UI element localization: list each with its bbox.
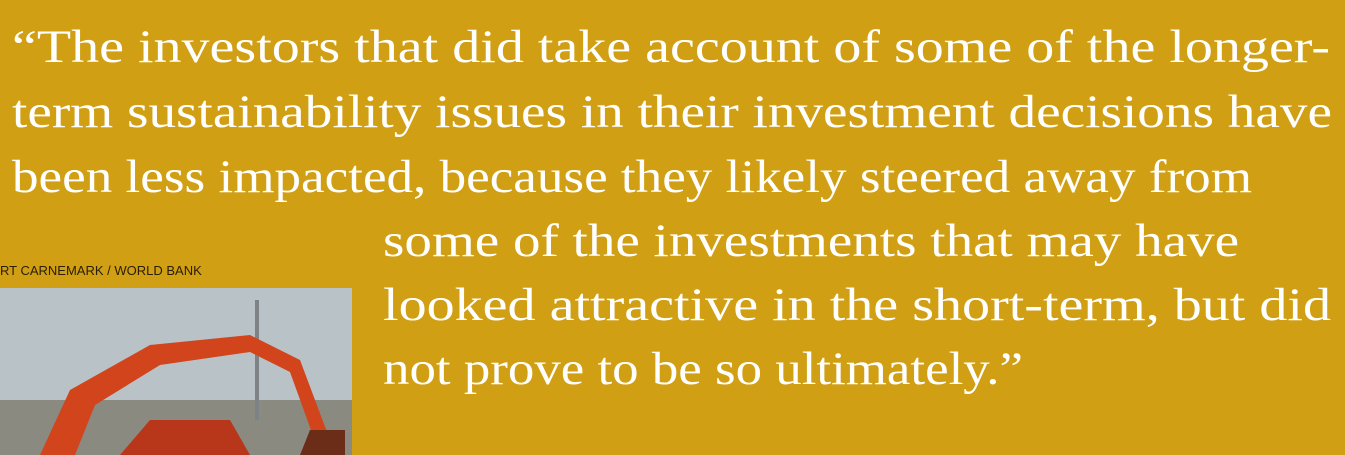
- quote-line: looked attractive in the short-term, but…: [383, 279, 1331, 331]
- excavator-bucket: [300, 430, 345, 455]
- quote-line: some of the investments that may have: [383, 215, 1239, 267]
- excavator-arm: [40, 335, 330, 455]
- photo-pole: [255, 300, 259, 420]
- photo-credit: RT CARNEMARK / WORLD BANK: [0, 263, 202, 278]
- quote-line: been less impacted, because they likely …: [12, 151, 1252, 203]
- quote-line: “The investors that did take account of …: [12, 21, 1330, 73]
- quote-line: term sustainability issues in their inve…: [12, 86, 1332, 138]
- excavator-body: [120, 420, 250, 455]
- quote-line: not prove to be so ultimately.”: [383, 343, 1023, 395]
- photo: [0, 288, 352, 455]
